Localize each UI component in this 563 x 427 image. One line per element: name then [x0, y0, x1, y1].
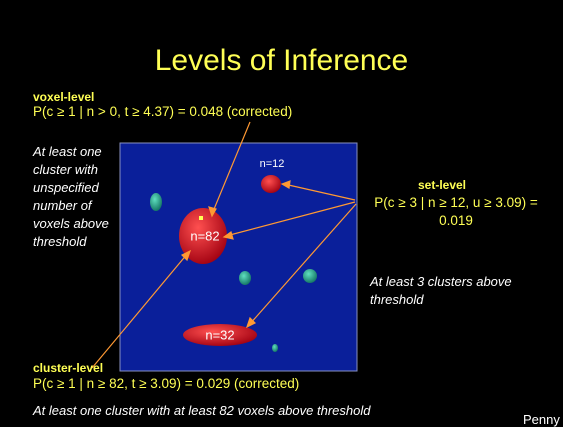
formula: P(c ≥ 1 | n > 0, t ≥ 4.37) = 0.048 (corr… — [33, 104, 292, 119]
note: At least 3 clusters above threshold — [370, 273, 555, 309]
cluster — [261, 175, 281, 193]
heading: voxel-level — [33, 90, 94, 104]
author: Penny — [523, 412, 560, 427]
slide: n=12 n=82 n=32 Levels of Inference voxel… — [0, 0, 563, 427]
heading: set-level — [342, 178, 542, 192]
formula: P(c ≥ 1 | n ≥ 82, t ≥ 3.09) = 0.029 (cor… — [33, 376, 299, 391]
cluster-label: n=32 — [205, 327, 234, 342]
heading: cluster-level — [33, 361, 103, 375]
blob — [303, 269, 317, 283]
title: Levels of Inference — [0, 44, 563, 78]
blob — [272, 344, 278, 352]
note: At least one cluster with at least 82 vo… — [33, 402, 370, 420]
blob — [239, 271, 251, 285]
blob — [150, 193, 162, 211]
cluster-label: n=12 — [260, 158, 285, 170]
peak — [199, 216, 203, 220]
cluster-label: n=82 — [190, 228, 219, 243]
note: At least one cluster with unspecified nu… — [33, 143, 121, 251]
formula: P(c ≥ 3 | n ≥ 12, u ≥ 3.09) = 0.019 — [356, 194, 556, 230]
